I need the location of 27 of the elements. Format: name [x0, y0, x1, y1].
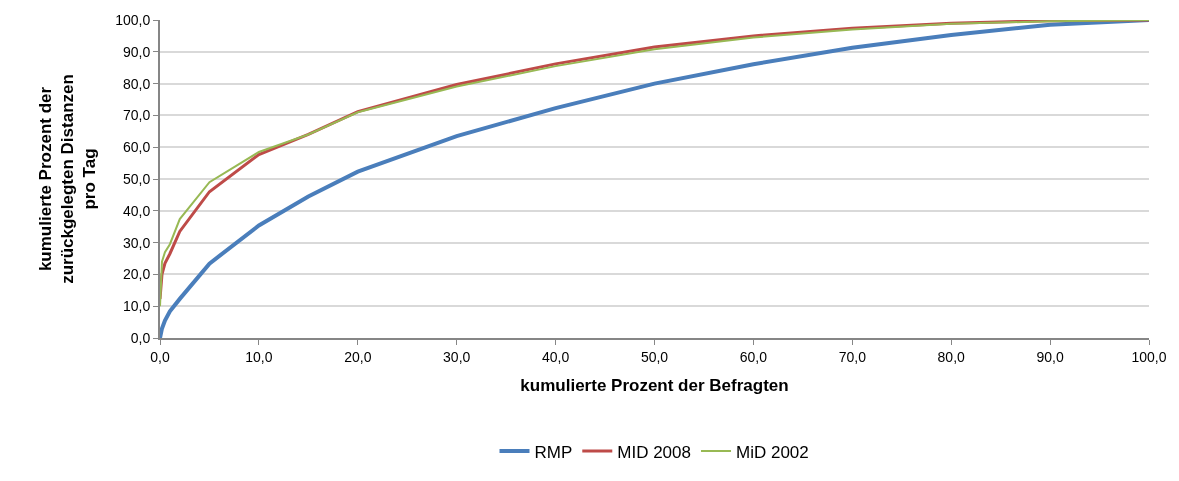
- x-tick-label: 80,0: [937, 348, 966, 365]
- x-axis-title: kumulierte Prozent der Befragten: [520, 375, 789, 395]
- y-tick-label: 60,0: [122, 139, 151, 156]
- x-tick-label: 100,0: [1131, 348, 1167, 365]
- y-tick-label: 50,0: [122, 170, 151, 187]
- y-tick-label: 0,0: [130, 329, 151, 346]
- x-tick-label: 40,0: [541, 348, 570, 365]
- y-axis-title: kumulierte Prozent der zurückgelegten Distanzen pro Tag: [36, 74, 100, 284]
- x-tick-label: 90,0: [1036, 348, 1064, 365]
- x-tick-label: 10,0: [245, 348, 273, 365]
- x-tick-label: 20,0: [344, 348, 372, 365]
- y-tick-label: 20,0: [122, 266, 151, 283]
- legend-label: RMP: [534, 442, 573, 462]
- x-tick-label: 50,0: [640, 348, 669, 365]
- x-tick-label: 30,0: [443, 348, 471, 365]
- x-tick-label: 70,0: [838, 348, 867, 365]
- y-tick-label: 10,0: [122, 298, 151, 315]
- y-tick-label: 80,0: [122, 75, 151, 92]
- y-tick-label: 40,0: [122, 202, 151, 219]
- y-tick-label: 90,0: [122, 43, 151, 60]
- y-tick-label: 30,0: [122, 234, 151, 251]
- y-tick-label: 70,0: [122, 107, 151, 124]
- y-tick-label: 100,0: [115, 11, 151, 28]
- x-tick-label: 60,0: [739, 348, 768, 365]
- x-tick-label: 0,0: [150, 348, 170, 365]
- legend-label: MID 2008: [617, 442, 691, 462]
- legend-label: MiD 2002: [735, 442, 809, 462]
